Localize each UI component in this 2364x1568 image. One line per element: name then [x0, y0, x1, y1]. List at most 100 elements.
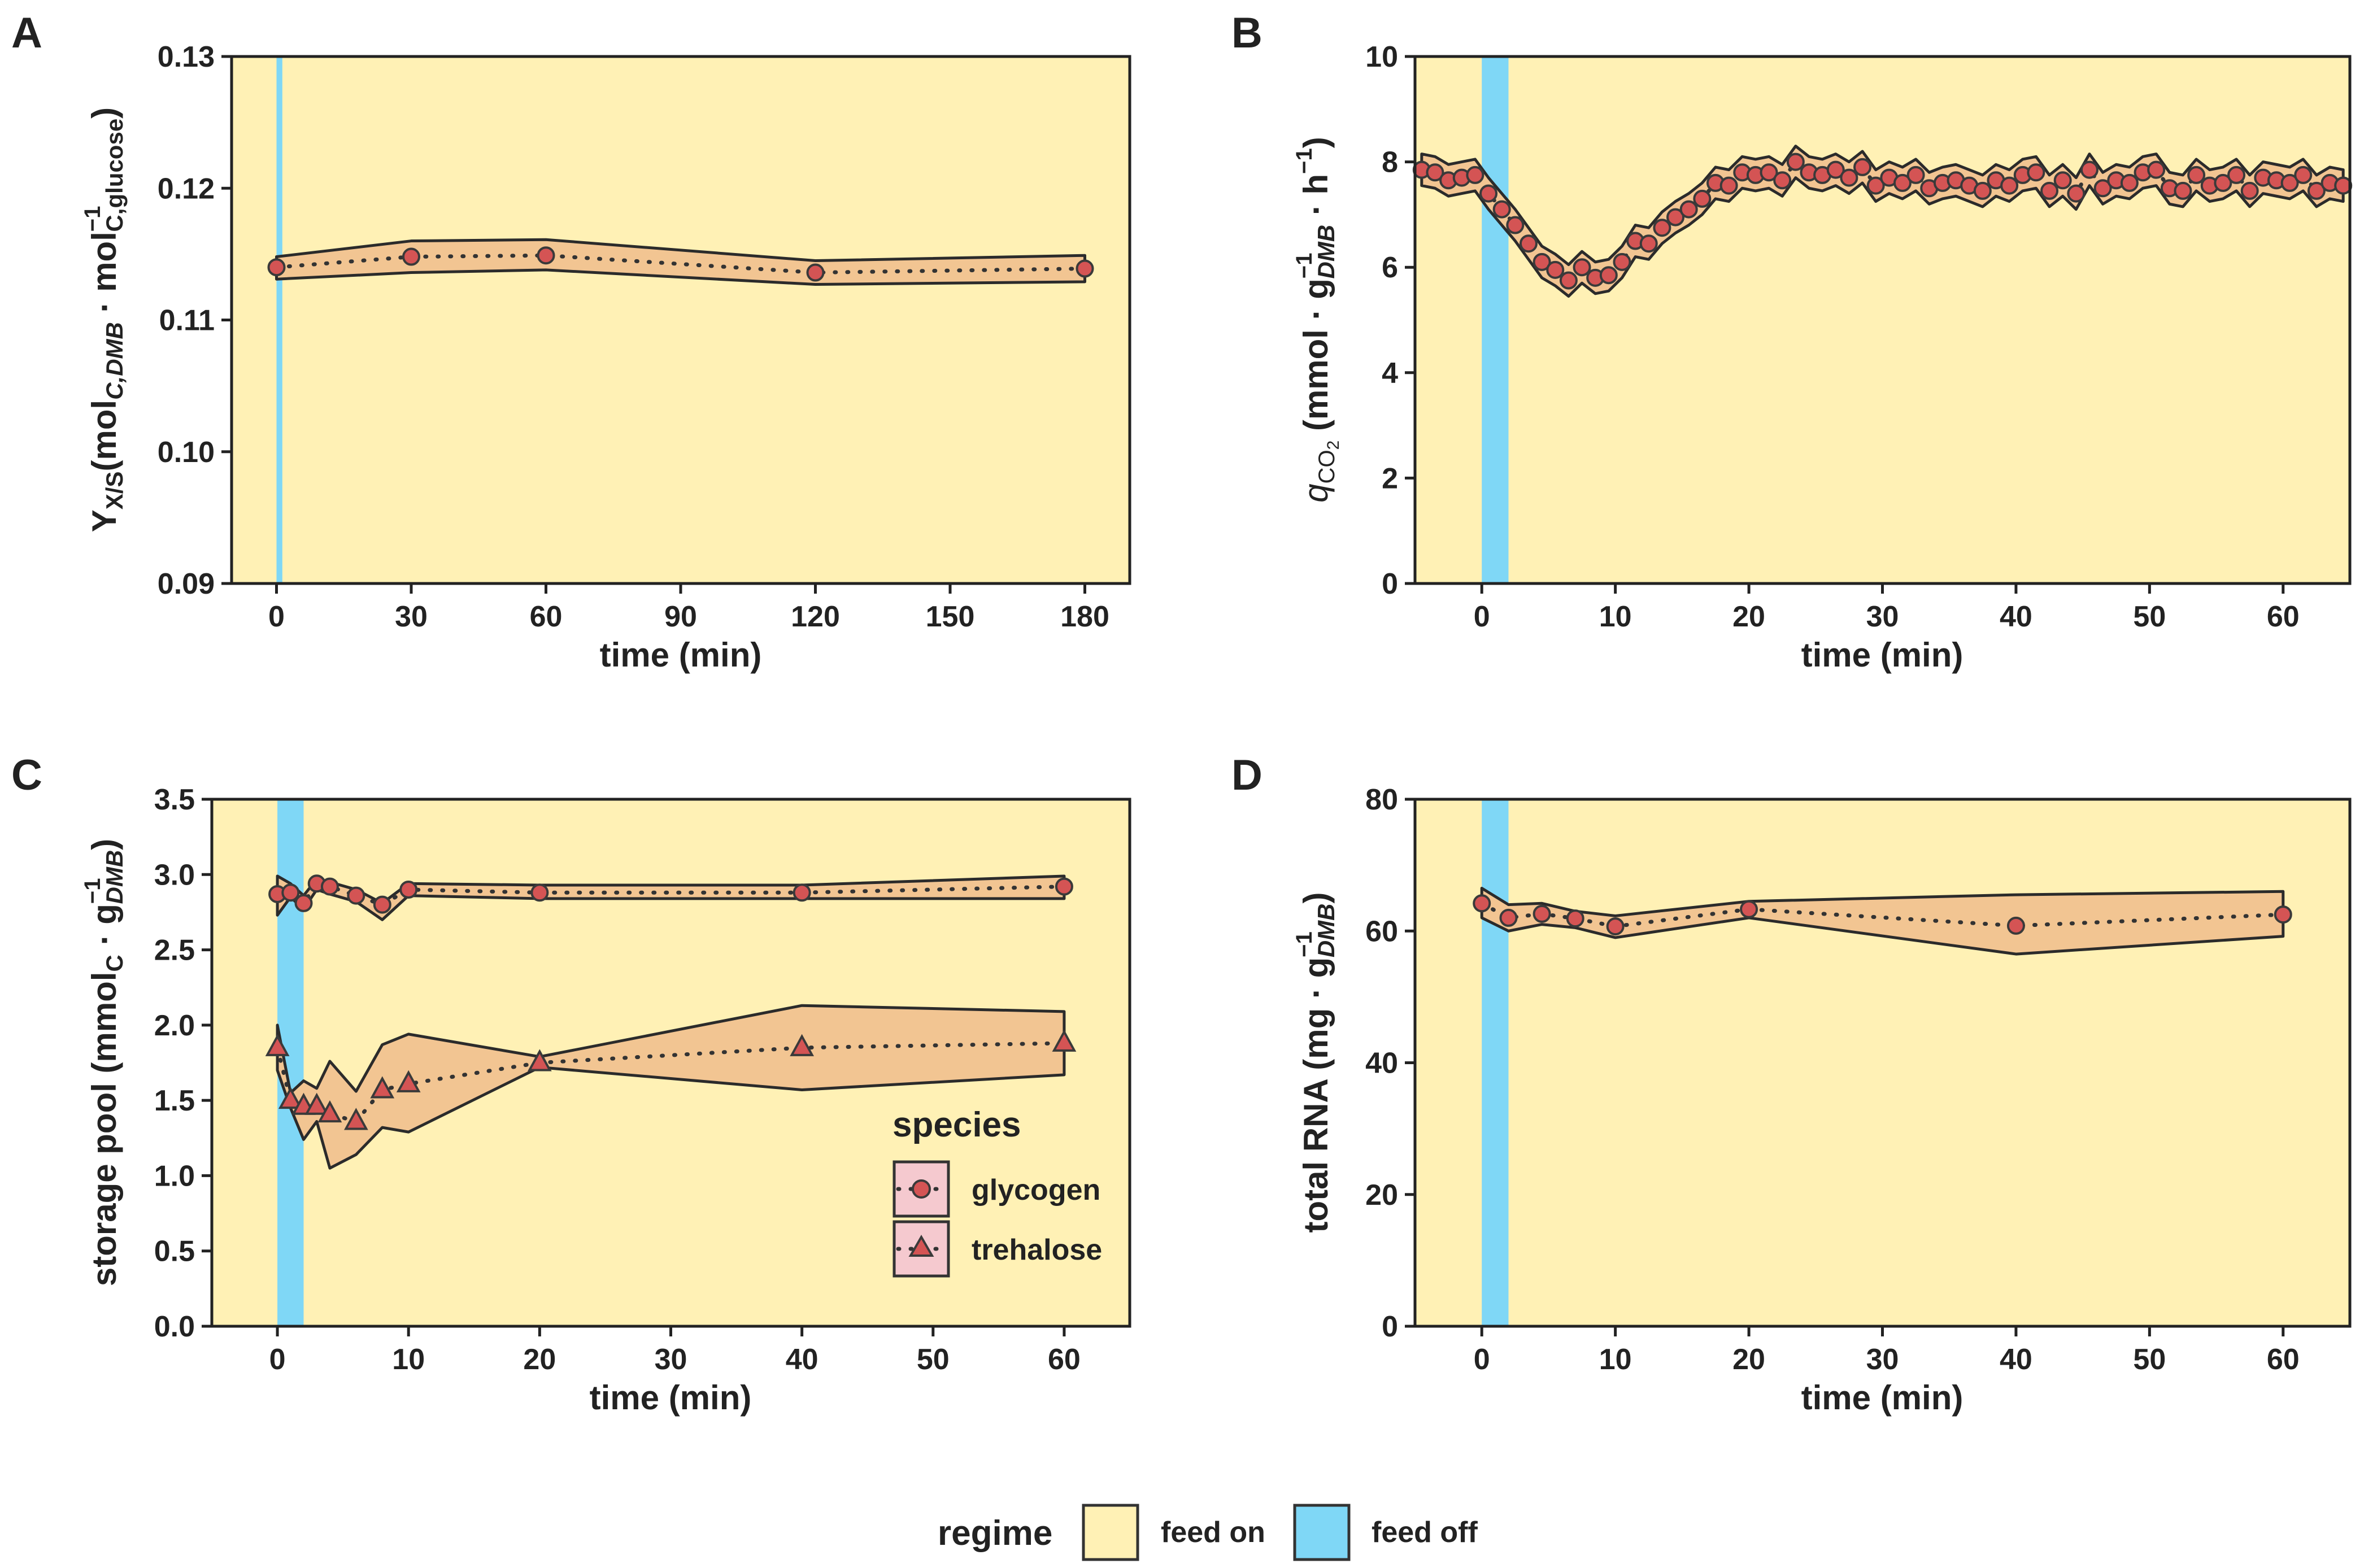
band-trehalose-c	[276, 1004, 1066, 1170]
panel-b: B 0 10 20 30 40 50 60 0 2 4 6 8 10 time (min) qCO2 …	[1231, 9, 2353, 674]
point-qco2-b	[1492, 200, 1511, 219]
point-qco2-b	[1853, 158, 1872, 176]
y-axis-title-c: storage pool (mmolC · g−1DMB)	[80, 839, 128, 1286]
point-total-rna-d	[1566, 909, 1584, 928]
point-qco2-b	[1666, 208, 1685, 227]
species-legend: species glycogen trehalose	[893, 1105, 1102, 1278]
point-qco2-b	[1639, 234, 1658, 253]
y-tick-label-d: 40	[1365, 1047, 1398, 1080]
point-qco2-b	[1893, 173, 1912, 192]
point-qco2-b	[2174, 181, 2192, 200]
x-tick-label-a: 180	[1060, 600, 1109, 633]
point-qco2-b	[2027, 163, 2045, 182]
point-qco2-b	[2307, 181, 2326, 200]
point-trehalose-c	[790, 1034, 815, 1056]
point-qco2-b	[2080, 160, 2099, 179]
point-glycogen-c	[530, 883, 549, 902]
point-trehalose-c	[527, 1049, 552, 1072]
point-qco2-b	[1613, 252, 1631, 271]
y-axis-title-d: total RNA (mg · g−1DMB)	[1292, 892, 1339, 1233]
x-tick-label-b: 0	[1474, 600, 1490, 633]
point-trehalose-c	[343, 1108, 368, 1130]
x-tick-label-c: 10	[392, 1343, 425, 1376]
point-yield-a	[806, 263, 825, 282]
y-tick-label-a: 0.11	[159, 304, 215, 337]
point-qco2-b	[1679, 200, 1698, 219]
y-tick-label-d: 0	[1382, 1310, 1398, 1343]
trend-line-yield-a	[275, 253, 1087, 275]
x-tick-label-c: 40	[786, 1343, 819, 1376]
y-tick-label-c: 1.0	[154, 1160, 195, 1192]
point-yield-a	[537, 246, 555, 265]
point-total-rna-d	[1606, 917, 1625, 936]
point-total-rna-d	[1499, 908, 1518, 927]
point-yield-a	[267, 258, 286, 277]
y-tick-label-b: 8	[1382, 146, 1398, 179]
regime-legend-title: regime	[938, 1514, 1052, 1553]
feed-off-stripe-a	[276, 56, 282, 583]
x-tick-label-b: 10	[1599, 600, 1632, 633]
point-qco2-b	[1719, 176, 1738, 195]
regime-key-feed-on	[1082, 1504, 1139, 1561]
point-qco2-b	[2227, 165, 2246, 184]
point-qco2-b	[1519, 234, 1538, 253]
plot-area-b	[1415, 56, 2350, 583]
y-tick-label-a: 0.09	[158, 568, 215, 600]
plot-area-a	[232, 56, 1130, 583]
x-tick-label-a: 0	[268, 600, 285, 633]
y-tick-label-b: 4	[1382, 357, 1398, 390]
point-glycogen-c	[793, 883, 811, 902]
point-qco2-b	[1653, 219, 1671, 237]
regime-key-feed-off	[1293, 1504, 1351, 1561]
x-tick-label-c: 0	[269, 1343, 286, 1376]
point-trehalose-c	[1052, 1029, 1077, 1052]
point-qco2-b	[1533, 252, 1551, 271]
point-trehalose-c	[396, 1070, 421, 1092]
point-trehalose-c	[265, 1034, 290, 1056]
point-qco2-b	[1840, 168, 1858, 187]
panel-letter-c: C	[11, 751, 42, 799]
x-tick-label-d: 0	[1474, 1343, 1490, 1376]
point-glycogen-c	[399, 880, 418, 899]
y-tick-label-c: 3.0	[154, 859, 195, 891]
point-qco2-b	[1866, 176, 1885, 195]
point-qco2-b	[1973, 181, 1992, 200]
point-trehalose-c	[278, 1086, 303, 1109]
y-tick-label-a: 0.12	[158, 172, 215, 205]
y-tick-label-c: 2.0	[154, 1009, 195, 1042]
point-qco2-b	[1773, 171, 1792, 190]
panel-d: D 0 10 20 30 40 50 60 0 20 40 60 80 time (min) tot…	[1231, 751, 2352, 1417]
x-tick-label-d: 10	[1599, 1343, 1632, 1376]
point-glycogen-c	[373, 895, 391, 914]
x-tick-label-b: 30	[1866, 600, 1899, 633]
point-qco2-b	[2294, 165, 2313, 184]
x-axis-title-d: time (min)	[1801, 1379, 1964, 1417]
point-yield-a	[1076, 259, 1094, 278]
x-tick-label-b: 20	[1732, 600, 1765, 633]
y-tick-label-c: 3.5	[154, 783, 195, 816]
point-glycogen-c	[294, 894, 313, 912]
band-yield-a	[275, 238, 1086, 286]
x-tick-label-c: 50	[917, 1343, 950, 1376]
point-glycogen-c	[347, 886, 365, 905]
x-tick-label-b: 60	[2267, 600, 2300, 633]
y-tick-label-b: 10	[1365, 41, 1398, 73]
point-total-rna-d	[1740, 900, 1758, 918]
point-qco2-b	[2067, 184, 2086, 203]
point-qco2-b	[2280, 173, 2299, 192]
x-tick-label-c: 20	[523, 1343, 556, 1376]
x-tick-label-c: 60	[1048, 1343, 1081, 1376]
panel-a: A 0 30 60 90 120 150 180 0.090.100.110.120.13 …	[11, 9, 1131, 674]
point-trehalose-c	[370, 1076, 395, 1099]
x-tick-label-d: 20	[1732, 1343, 1765, 1376]
point-qco2-b	[2240, 181, 2259, 200]
point-qco2-b	[2093, 179, 2112, 198]
point-qco2-b	[1826, 160, 1845, 179]
point-glycogen-c	[320, 877, 339, 896]
point-qco2-b	[1786, 153, 1805, 171]
trend-line-qco2-b	[1420, 159, 2345, 284]
point-qco2-b	[2187, 165, 2206, 184]
point-total-rna-d	[2274, 905, 2292, 924]
point-qco2-b	[1479, 184, 1498, 203]
point-qco2-b	[2147, 160, 2166, 179]
